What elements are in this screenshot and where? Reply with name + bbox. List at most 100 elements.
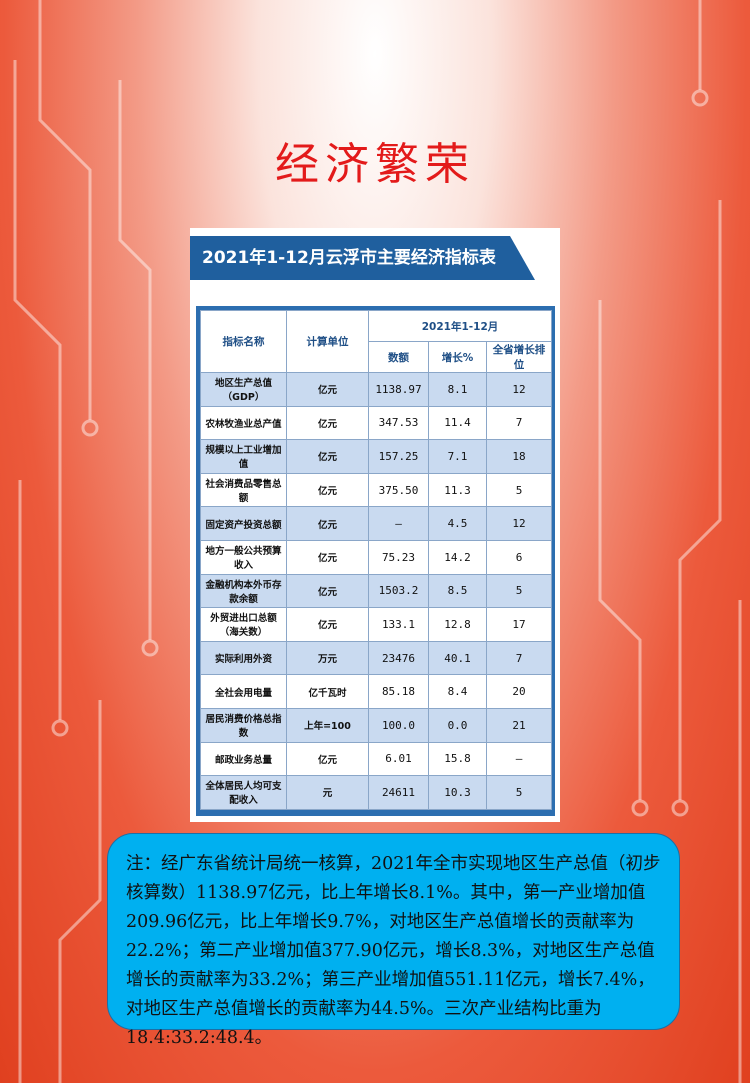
table-cell: 85.18 <box>368 674 429 709</box>
table-cell: 亿元 <box>286 741 369 777</box>
table-cell: 24611 <box>368 775 429 810</box>
table-row: 居民消费价格总指数 上年=100 100.0 0.0 21 <box>200 707 553 743</box>
table-cell: 23476 <box>368 640 429 676</box>
note-box: 注：经广东省统计局统一核算，2021年全市实现地区生产总值（初步核算数）1138… <box>107 833 680 1048</box>
table-cell: 亿元 <box>286 607 369 642</box>
table-cell: 亿元 <box>286 405 369 441</box>
table-row: 金融机构本外币存款余额 亿元 1503.2 8.5 5 <box>200 573 553 609</box>
header-cell: 增长% <box>428 341 487 373</box>
circuit-line <box>118 80 152 640</box>
page-title: 经济繁荣 <box>275 139 475 190</box>
table-cell: 15.8 <box>428 741 487 777</box>
table-cell: 18 <box>485 439 553 474</box>
table-cell: 上年=100 <box>286 707 369 743</box>
table-cell: 6 <box>485 539 553 575</box>
table-title: 2021年1-12月云浮市主要经济指标表 <box>190 236 535 280</box>
table-cell: 规模以上工业增加值 <box>200 439 287 474</box>
table-cell: 8.1 <box>428 372 487 407</box>
table-cell: 20 <box>485 674 553 709</box>
table-row: 全社会用电量 亿千瓦时 85.18 8.4 20 <box>200 674 553 709</box>
table-row: 农林牧渔业总产值 亿元 347.53 11.4 7 <box>200 405 553 441</box>
table-cell: 0.0 <box>428 707 487 743</box>
table-cell: 14.2 <box>428 539 487 575</box>
table-cell: 347.53 <box>368 405 429 441</box>
table-cell: 元 <box>286 775 369 810</box>
table-cell: 5 <box>485 472 553 508</box>
table-cell: 11.3 <box>428 472 487 508</box>
table-cell: 亿元 <box>286 539 369 575</box>
table-cell: 亿元 <box>286 472 369 508</box>
table-cell: 5 <box>485 775 553 810</box>
table-cell: 亿千瓦时 <box>286 674 369 709</box>
table-cell: 40.1 <box>428 640 487 676</box>
table-cell: 地方一般公共预算收入 <box>200 539 287 575</box>
header-cell: 全省增长排位 <box>485 341 553 373</box>
table-cell: 1138.97 <box>368 372 429 407</box>
table-cell: 居民消费价格总指数 <box>200 707 287 743</box>
table-cell: 100.0 <box>368 707 429 743</box>
header-cell: 2021年1-12月 <box>367 310 553 342</box>
header-cell: 指标名称 <box>200 310 287 373</box>
indicator-table: 指标名称 计算单位 2021年1-12月 数额 增长% 全省增长排位 地区生产总… <box>200 310 553 810</box>
table-row: 地方一般公共预算收入 亿元 75.23 14.2 6 <box>200 539 553 575</box>
table-row: 固定资产投资总额 亿元 —4.5 12 <box>200 506 553 541</box>
table-cell: 亿元 <box>286 372 369 407</box>
circuit-node <box>631 799 649 817</box>
table-cell: 8.4 <box>428 674 487 709</box>
table-cell: 农林牧渔业总产值 <box>200 405 287 441</box>
table-cell: 7 <box>485 405 553 441</box>
circuit-line <box>13 60 62 720</box>
table-card: 2021年1-12月云浮市主要经济指标表 指标名称 计算单位 2021年1-12… <box>190 228 560 822</box>
table-cell: 亿元 <box>286 573 369 609</box>
circuit-line <box>58 700 102 1083</box>
circuit-node <box>691 89 709 107</box>
table-cell: 17 <box>485 607 553 642</box>
table-cell: 邮政业务总量 <box>200 741 287 777</box>
table-cell: 133.1 <box>368 607 429 642</box>
table-cell: 金融机构本外币存款余额 <box>200 573 287 609</box>
table-cell: 21 <box>485 707 553 743</box>
table-cell: 实际利用外资 <box>200 640 287 676</box>
table-cell: 固定资产投资总额 <box>200 506 287 541</box>
header-cell: 计算单位 <box>286 310 369 373</box>
table-cell: 全社会用电量 <box>200 674 287 709</box>
table-cell: 万元 <box>286 640 369 676</box>
circuit-node <box>671 799 689 817</box>
table-cell: 10.3 <box>428 775 487 810</box>
table-row: 社会消费品零售总额 亿元 375.50 11.3 5 <box>200 472 553 508</box>
table-cell: 375.50 <box>368 472 429 508</box>
table-cell: 8.5 <box>428 573 487 609</box>
table-row: 地区生产总值（GDP） 亿元 1138.97 8.1 12 <box>200 372 553 407</box>
table-cell: — <box>485 741 553 777</box>
table-cell: 7.1 <box>428 439 487 474</box>
table-cell: 157.25 <box>368 439 429 474</box>
circuit-node <box>141 639 159 657</box>
table-cell: 亿元 <box>286 506 369 541</box>
table-cell: — <box>368 506 429 541</box>
header-cell: 数额 <box>368 341 429 373</box>
table-cell: 7 <box>485 640 553 676</box>
table-cell: 12 <box>485 372 553 407</box>
table-cell: 12 <box>485 506 553 541</box>
table-cell: 5 <box>485 573 553 609</box>
table-cell: 社会消费品零售总额 <box>200 472 287 508</box>
table-cell: 亿元 <box>286 439 369 474</box>
table-cell: 地区生产总值（GDP） <box>200 372 287 407</box>
table-cell: 1503.2 <box>368 573 429 609</box>
table-row: 全体居民人均可支配收入元 24611 10.3 5 <box>200 775 553 810</box>
circuit-line <box>598 300 642 800</box>
table-body: 地区生产总值（GDP） 亿元 1138.97 8.1 12 农林牧渔业总产值 亿元 347.5… <box>200 372 553 810</box>
circuit-node <box>81 419 99 437</box>
circuit-line <box>678 200 722 800</box>
table-cell: 12.8 <box>428 607 487 642</box>
table-row: 实际利用外资 万元 23476 40.1 7 <box>200 640 553 676</box>
table-cell: 外贸进出口总额（海关数） <box>200 607 287 642</box>
table-cell: 11.4 <box>428 405 487 441</box>
table-row: 规模以上工业增加值 亿元 157.25 7.1 18 <box>200 439 553 474</box>
table-cell: 全体居民人均可支配收入 <box>200 775 287 810</box>
table-row: 邮政业务总量 亿元 6.01 15.8— <box>200 741 553 777</box>
table-frame: 指标名称 计算单位 2021年1-12月 数额 增长% 全省增长排位 地区生产总… <box>196 306 555 816</box>
table-row: 外贸进出口总额（海关数） 亿元 133.1 12.8 17 <box>200 607 553 642</box>
